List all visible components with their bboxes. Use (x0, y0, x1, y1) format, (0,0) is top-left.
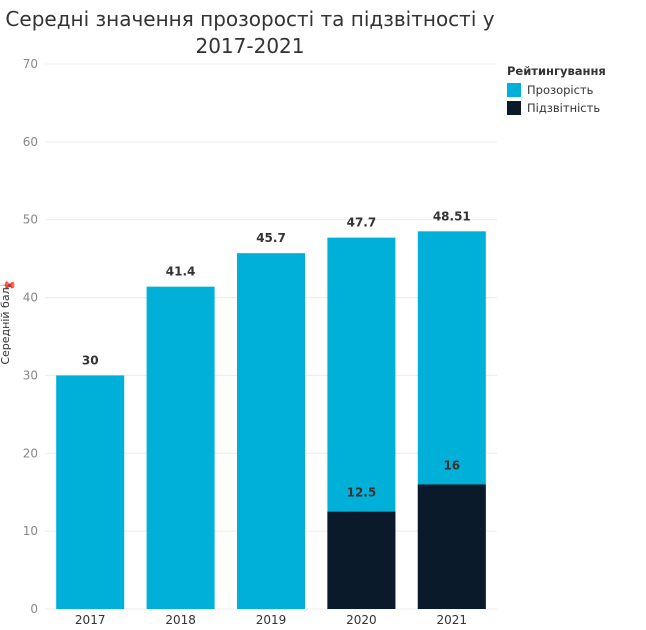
x-tick-label: 2020 (346, 613, 377, 627)
data-label-accountability: 12.5 (347, 486, 377, 500)
y-tick-label: 10 (23, 524, 38, 538)
y-tick-label: 20 (23, 446, 38, 460)
legend-swatch-accountability (507, 101, 521, 115)
data-label-transparency: 45.7 (256, 231, 286, 245)
legend-item-accountability[interactable]: Підзвітність (507, 101, 606, 115)
bar-transparency (146, 286, 215, 609)
y-tick-label: 50 (23, 213, 38, 227)
y-tick-label: 70 (23, 57, 38, 71)
x-tick-label: 2019 (256, 613, 287, 627)
bar-transparency (56, 375, 125, 609)
legend-label-transparency: Прозорість (527, 83, 594, 97)
bar-transparency (237, 253, 305, 609)
y-tick-label: 40 (23, 291, 38, 305)
legend-title: Рейтингування (507, 64, 606, 78)
data-label-transparency: 30 (82, 353, 99, 367)
x-tick-label: 2017 (75, 613, 106, 627)
legend-swatch-transparency (507, 83, 521, 97)
y-tick-label: 60 (23, 135, 38, 149)
legend-label-accountability: Підзвітність (527, 101, 601, 115)
x-tick-label: 2021 (437, 613, 468, 627)
legend: Рейтингування Прозорість Підзвітність (507, 64, 606, 119)
y-tick-label: 30 (23, 368, 38, 382)
chart-title: Середні значення прозорості та підзвітно… (5, 7, 495, 58)
data-label-transparency: 41.4 (166, 265, 196, 279)
data-label-accountability: 16 (443, 458, 460, 472)
data-label-transparency: 47.7 (347, 216, 377, 230)
x-tick-label: 2018 (165, 613, 196, 627)
bar-accountability (327, 511, 396, 609)
y-axis-label: Середній бал (0, 287, 12, 365)
data-label-transparency: 48.51 (433, 209, 471, 223)
legend-item-transparency[interactable]: Прозорість (507, 83, 606, 97)
bar-accountability (417, 484, 486, 609)
y-tick-label: 0 (30, 602, 38, 616)
